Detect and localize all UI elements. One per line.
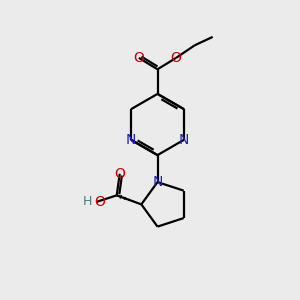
Text: O: O xyxy=(134,51,144,65)
Text: O: O xyxy=(171,51,182,65)
Text: H: H xyxy=(82,196,92,208)
Text: O: O xyxy=(114,167,125,181)
Text: O: O xyxy=(94,195,105,209)
Text: N: N xyxy=(152,175,163,189)
Text: N: N xyxy=(126,133,136,147)
Text: N: N xyxy=(179,133,189,147)
